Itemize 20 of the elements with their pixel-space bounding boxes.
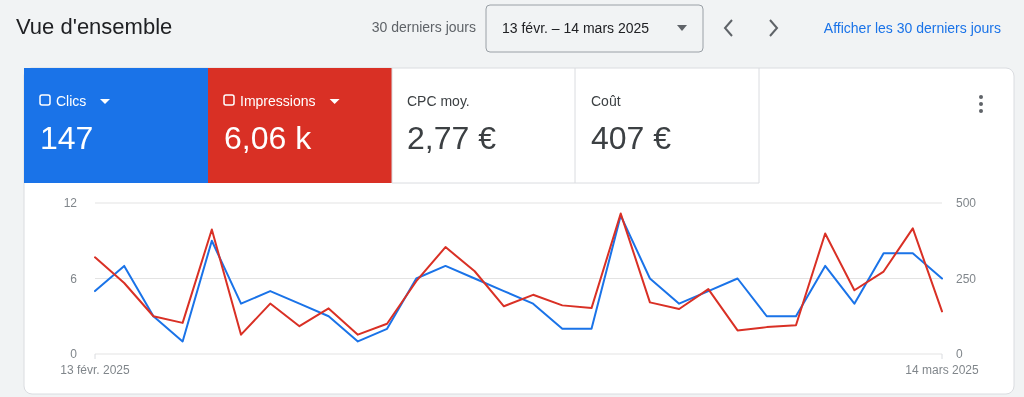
- legend-label: Clics: [56, 93, 87, 109]
- y2-tick-label: 500: [956, 196, 977, 210]
- text: 147: [40, 120, 94, 156]
- text: CPC moy.: [407, 93, 470, 109]
- x-tick-label: 14 mars 2025: [905, 363, 980, 377]
- text: 30 derniers jours: [371, 19, 476, 35]
- text: Coût: [591, 93, 621, 109]
- x-tick-label: 13 févr. 2025: [60, 363, 131, 377]
- chart-title: Vue d'ensemble: [16, 14, 173, 39]
- y-tick-label: 6: [70, 271, 78, 286]
- y-tick-label: 12: [63, 196, 78, 210]
- y2-tick-label: 250: [956, 271, 977, 286]
- text: 6,06 k: [224, 120, 313, 156]
- text: 2,77 €: [407, 120, 497, 156]
- text: Afficher les 30 derniers jours: [823, 20, 1001, 36]
- y2-tick-label: 0: [956, 347, 963, 361]
- legend-label: Impressions: [240, 93, 316, 109]
- text: 13 févr. – 14 mars 2025: [502, 20, 650, 36]
- text: 407 €: [591, 120, 672, 156]
- y-tick-label: 0: [70, 347, 78, 361]
